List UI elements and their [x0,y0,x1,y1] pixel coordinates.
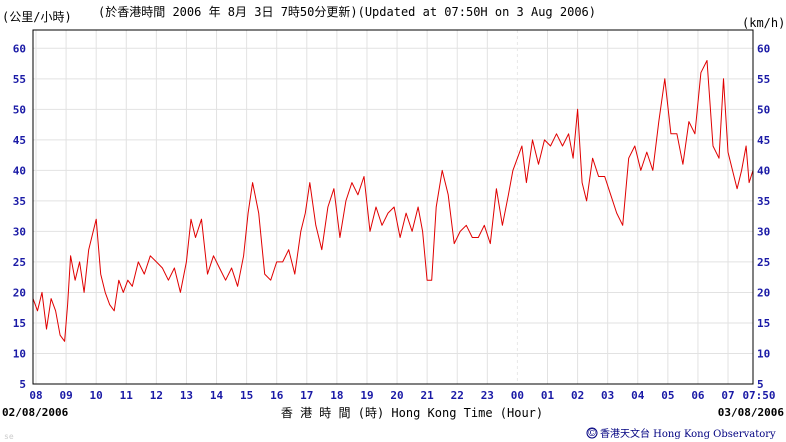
copyright-symbol: © [587,428,597,439]
x-tick-label: 12 [150,389,163,402]
grid-lines [33,30,753,384]
x-tick-label: 07 [721,389,734,402]
y-tick-label-left: 30 [13,225,26,238]
x-tick-label: 19 [360,389,373,402]
y-tick-label-left: 60 [13,42,26,55]
x-tick-label: 20 [390,389,403,402]
x-tick-label: 06 [691,389,705,402]
x-tick-label: 23 [481,389,494,402]
y-tick-label-left: 5 [19,378,26,391]
x-tick-label: 18 [330,389,343,402]
x-tick-label: 10 [90,389,103,402]
x-tick-label: 14 [210,389,224,402]
plot-frame [32,29,754,385]
y-tick-label-left: 25 [13,256,26,269]
y-tick-label-right: 25 [757,256,770,269]
start-date: 02/08/2006 [2,406,69,419]
y-tick-label-right: 60 [757,42,770,55]
series-line-layer [32,60,754,342]
x-tick-label: 00 [511,389,524,402]
observatory-credit: 香港天文台 Hong Kong Observatory [600,427,776,440]
x-tick-label: 22 [451,389,464,402]
y-tick-label-right: 20 [757,286,770,299]
y-tick-label-right: 40 [757,164,770,177]
y-tick-label-right: 35 [757,195,770,208]
y-tick-label-right: 5 [757,378,764,391]
y-tick-label-right: 15 [757,317,770,330]
x-tick-label: 05 [661,389,674,402]
y-tick-label-left: 40 [13,164,26,177]
plot-border [32,29,754,385]
unit-label-left: (公里/小時) [2,10,72,24]
x-tick-label: 03 [601,389,614,402]
x-tick-label: 08 [29,389,42,402]
y-tick-label-left: 50 [13,103,26,116]
x-tick-label: 04 [631,389,645,402]
y-tick-label-left: 10 [13,347,26,360]
x-axis-label: 香 港 時 間 (時) Hong Kong Time (Hour) [281,406,543,420]
x-tick-label: 11 [120,389,134,402]
x-tick-label: 15 [240,389,253,402]
y-tick-label-left: 35 [13,195,26,208]
y-tick-label-left: 15 [13,317,26,330]
y-tick-label-right: 45 [757,134,770,147]
y-tick-label-right: 30 [757,225,770,238]
y-tick-label-left: 20 [13,286,26,299]
y-tick-label-right: 10 [757,347,770,360]
x-tick-label: 09 [59,389,72,402]
copyright-icon [586,427,598,439]
x-tick-label: 17 [300,389,313,402]
y-tick-label-left: 55 [13,73,26,86]
x-tick-label: 16 [270,389,284,402]
wind-speed-series-line [32,60,754,342]
corner-mark: se [4,432,14,441]
unit-label-right: (km/h) [742,16,785,30]
end-date: 03/08/2006 [718,406,785,419]
x-tick-label-end: 07:50 [742,389,775,402]
x-tick-label: 21 [421,389,435,402]
x-tick-label: 02 [571,389,584,402]
x-tick-label: 01 [541,389,555,402]
update-title: (於香港時間 2006 年 8月 3日 7時50分更新)(Updated at … [98,4,596,19]
y-tick-label-right: 55 [757,73,770,86]
x-tick-label: 13 [180,389,193,402]
y-tick-label-right: 50 [757,103,770,116]
y-tick-label-left: 45 [13,134,26,147]
